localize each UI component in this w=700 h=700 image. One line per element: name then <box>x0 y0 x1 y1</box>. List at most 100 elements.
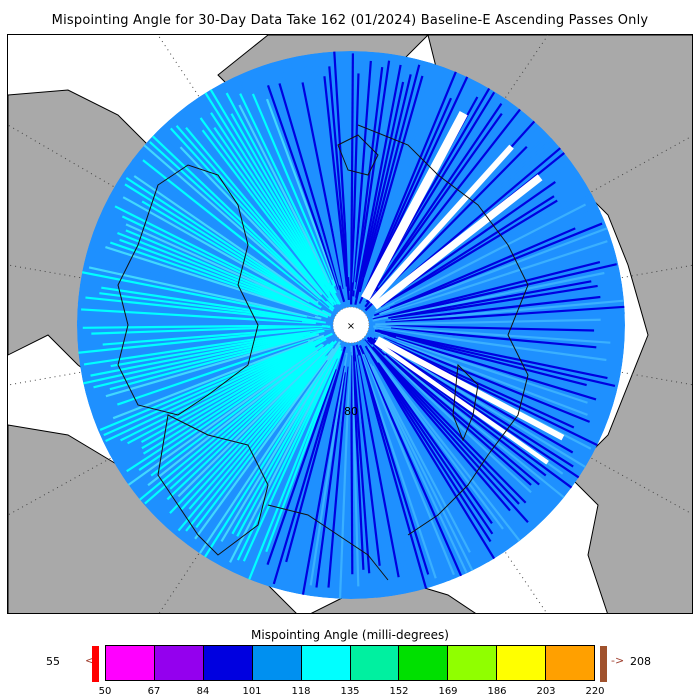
swath-ray <box>355 344 429 594</box>
swath-ray <box>359 365 411 571</box>
swath-ray <box>345 351 352 591</box>
pole-marker: × <box>347 321 355 332</box>
swath-ray <box>371 348 511 512</box>
colorbar <box>105 645 595 681</box>
swath-ray <box>169 344 330 490</box>
swath-ray <box>327 366 349 588</box>
swath-ray <box>377 329 608 380</box>
colorbar-segment <box>106 646 155 680</box>
swath-ray <box>109 241 329 319</box>
colorbar-segment <box>546 646 595 680</box>
swath-ray <box>188 344 334 510</box>
swath-ray <box>150 350 317 477</box>
swath-ray <box>266 368 337 566</box>
swath-ray <box>390 295 601 322</box>
swath-ray <box>138 343 323 471</box>
colorbar-segment <box>252 646 302 680</box>
swath-ray <box>366 336 547 477</box>
swath-ray <box>364 106 523 308</box>
colorbar-title: Mispointing Angle (milli-degrees) <box>251 628 449 642</box>
swath-ray <box>177 355 326 532</box>
swath-ray <box>358 344 465 581</box>
swath-ray <box>363 339 529 523</box>
swath-ray <box>289 355 346 592</box>
swath-ray <box>242 347 342 562</box>
swath-ray <box>236 344 342 537</box>
colorbar-segment <box>448 646 498 680</box>
colorbar-min-value: 55 <box>46 655 60 668</box>
swath-ray <box>220 343 341 542</box>
swath-gap <box>361 110 468 301</box>
swath-ray <box>350 355 354 575</box>
swath-ray <box>101 325 328 341</box>
swath-ray <box>355 354 400 578</box>
swath-ray <box>361 355 452 583</box>
swath-ray <box>239 80 334 286</box>
swath-ray <box>361 344 491 565</box>
coastlines <box>117 124 529 581</box>
swath-ray <box>125 229 324 315</box>
swath-ray <box>372 365 482 560</box>
swath-ray <box>207 84 340 305</box>
swath-ray <box>374 338 590 471</box>
swath-ray <box>213 126 331 295</box>
swath-ray <box>381 349 566 499</box>
swath-ray <box>370 91 496 293</box>
colorbar-tick-label: 101 <box>242 686 262 697</box>
swath-ray <box>238 104 331 284</box>
swath-ray <box>169 127 322 293</box>
swath-ray <box>340 83 351 278</box>
swath-ray <box>81 308 316 325</box>
swath-ray <box>142 159 334 312</box>
swath-ray <box>364 91 425 281</box>
swath-ray <box>373 325 611 344</box>
swath-ray <box>355 64 402 298</box>
swath-ray <box>225 92 341 305</box>
swath-ray <box>278 83 346 303</box>
swath-ray <box>358 70 458 305</box>
swath-ray <box>378 127 514 292</box>
swath-ray <box>394 209 589 305</box>
swath-ray <box>314 54 348 294</box>
swath-ray <box>385 199 558 305</box>
swath-ray <box>125 223 332 317</box>
swath-ray <box>380 195 555 308</box>
swath-ray <box>370 356 492 543</box>
swath-ray <box>375 328 625 377</box>
swath-ray <box>101 280 332 323</box>
swath-ray <box>353 74 377 291</box>
swath-ray <box>88 266 322 320</box>
swath-gap <box>368 144 514 305</box>
swath-ray <box>185 362 322 532</box>
swath-ray <box>383 325 603 338</box>
swath-ray <box>389 227 576 310</box>
swath-ray <box>352 345 381 566</box>
swath-ray <box>374 329 616 388</box>
swath-ray <box>210 112 326 286</box>
swath-ray <box>362 353 455 576</box>
swath-ray <box>384 353 540 486</box>
coast-svalbard <box>337 134 379 176</box>
swath-ray <box>353 361 379 599</box>
swath-ray <box>350 345 365 570</box>
swath-ray <box>110 331 307 368</box>
polar-map: × 80 <box>7 34 693 614</box>
swath-ray <box>374 134 548 302</box>
colorbar-over-arrow: -> <box>611 654 625 667</box>
swath-ray <box>385 305 625 324</box>
swath-ray <box>290 86 343 286</box>
swath-ray <box>163 169 331 308</box>
swath-ray <box>85 296 326 324</box>
swath-ray <box>361 102 496 309</box>
swath-ray <box>195 355 329 529</box>
swath-ray <box>270 368 338 571</box>
swath-ray <box>199 117 337 306</box>
swath-ray <box>382 329 610 368</box>
swath-ray <box>396 341 588 416</box>
swath-ray <box>372 240 608 319</box>
swath-ray <box>109 339 309 415</box>
colorbar-tick-label: 152 <box>389 686 409 697</box>
swath-ray <box>126 347 316 473</box>
swath-ray <box>338 356 351 599</box>
swath-ray <box>361 81 447 297</box>
